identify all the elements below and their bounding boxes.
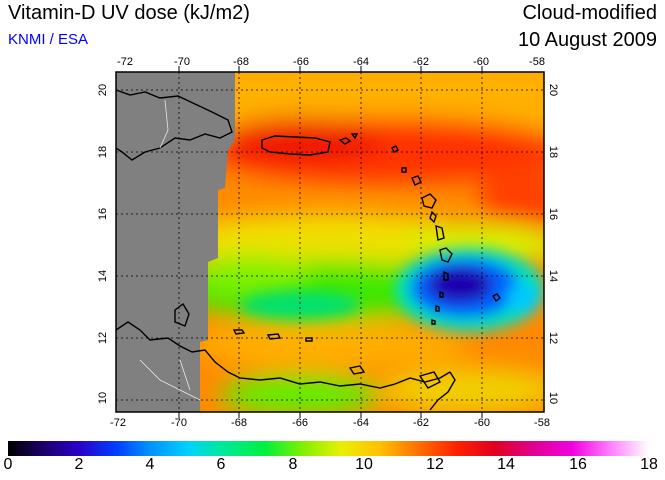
lon-tick-bottom: -68 <box>231 417 247 429</box>
frame-ticks <box>178 66 483 418</box>
lon-tick-top: -70 <box>174 56 190 68</box>
colorbar-label: 8 <box>288 456 298 473</box>
product-mode: Cloud-modified <box>522 2 657 24</box>
lon-tick-bottom: -64 <box>353 417 369 429</box>
lon-tick-top: -64 <box>353 56 369 68</box>
lat-tick-right: 20 <box>547 84 559 96</box>
lat-tick-left: 12 <box>97 332 109 344</box>
lon-tick-top: -66 <box>293 56 309 68</box>
map-title: Vitamin-D UV dose (kJ/m2) <box>8 2 250 24</box>
lon-tick-top: -72 <box>117 56 133 68</box>
colorbar-label: 2 <box>74 456 84 473</box>
lon-tick-top: -58 <box>529 56 545 68</box>
uv-dose-map: -72 -70 -68 -66 -64 -62 -60 -58 -72 -70 … <box>97 56 559 429</box>
lon-tick-top: -62 <box>413 56 429 68</box>
lat-tick-left: 18 <box>97 146 109 158</box>
no-data-region <box>116 72 235 412</box>
coastlines <box>116 89 501 411</box>
colorbar-label: 12 <box>426 456 444 473</box>
lon-tick-bottom: -60 <box>474 417 490 429</box>
lon-tick-bottom: -72 <box>110 417 126 429</box>
colorbar-label: 18 <box>640 456 658 473</box>
lat-tick-right: 16 <box>547 208 559 220</box>
lat-tick-right: 12 <box>547 332 559 344</box>
graticule <box>116 72 544 412</box>
borders <box>139 99 201 401</box>
colorbar-label: 10 <box>355 456 373 473</box>
dose-field <box>116 72 544 412</box>
lat-tick-left: 20 <box>97 84 109 96</box>
colorbar-label: 6 <box>216 456 226 473</box>
lat-tick-left: 16 <box>97 208 109 220</box>
lat-tick-right: 14 <box>547 270 559 282</box>
lat-tick-left: 10 <box>97 392 109 404</box>
lon-tick-bottom: -58 <box>534 417 550 429</box>
map-date: 10 August 2009 <box>517 29 657 51</box>
colorbar-label: 16 <box>569 456 587 473</box>
map-frame <box>115 71 545 413</box>
colorbar <box>8 441 649 456</box>
colorbar-label: 4 <box>145 456 155 473</box>
lon-tick-bottom: -70 <box>171 417 187 429</box>
lon-tick-top: -60 <box>473 56 489 68</box>
data-credit: KNMI / ESA <box>8 31 89 48</box>
lat-tick-left: 14 <box>97 270 109 282</box>
lat-tick-right: 18 <box>547 146 559 158</box>
lon-tick-top: -68 <box>233 56 249 68</box>
lon-tick-bottom: -62 <box>413 417 429 429</box>
colorbar-label: 14 <box>497 456 515 473</box>
lat-tick-right: 10 <box>547 392 559 404</box>
lon-tick-bottom: -66 <box>292 417 308 429</box>
colorbar-label: 0 <box>3 456 13 473</box>
